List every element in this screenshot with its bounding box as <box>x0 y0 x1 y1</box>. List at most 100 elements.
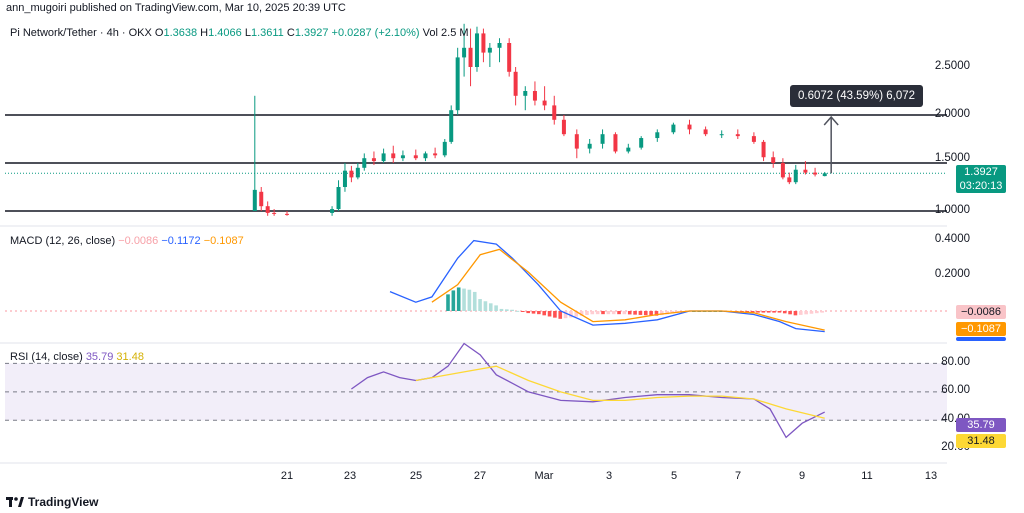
macd-histogram-bar <box>601 311 605 315</box>
macd-tick: 0.4000 <box>934 233 970 245</box>
macd-histogram-bar <box>606 311 611 315</box>
macd-histogram-bar <box>542 311 547 316</box>
macd-histogram-bar <box>579 311 584 316</box>
candle-body <box>751 136 756 142</box>
candle-body <box>780 163 785 178</box>
macd-histogram-bar <box>745 311 750 313</box>
rsi-tick: 60.00 <box>941 384 970 396</box>
measure-tooltip: 0.6072 (43.59%) 6,072 <box>790 85 924 107</box>
macd-histogram-bar <box>537 311 541 315</box>
macd-histogram-bar <box>483 301 488 311</box>
macd-histogram-bar <box>569 311 573 318</box>
price-tick: 2.0000 <box>934 108 970 120</box>
macd-histogram-bar <box>788 311 792 315</box>
publisher-line: ann_mugoiri published on TradingView.com… <box>6 2 346 14</box>
macd-histogram-bar <box>462 288 466 311</box>
candle-body <box>433 153 438 156</box>
date-tick: 23 <box>343 470 357 482</box>
candle-body <box>639 138 644 148</box>
candle-body <box>587 143 592 149</box>
macd-histogram-bar <box>558 311 563 319</box>
macd-histogram-bar <box>553 311 557 318</box>
macd-histogram-bar <box>750 311 755 313</box>
price-tick: 2.5000 <box>934 60 970 72</box>
candle-body <box>532 91 537 101</box>
macd-histogram-bar <box>510 309 514 311</box>
macd-histogram-bar <box>499 308 504 311</box>
candle-body <box>468 47 473 67</box>
macd-histogram-bar <box>563 311 568 319</box>
date-tick: 5 <box>670 470 678 482</box>
date-tick: 13 <box>924 470 938 482</box>
macd-histogram-bar <box>660 311 664 316</box>
rsi-ma-tag: 31.48 <box>956 434 1006 448</box>
macd-histogram-bar <box>809 311 814 314</box>
candle-body <box>272 212 277 214</box>
macd-tick: 0.2000 <box>934 268 970 280</box>
price-tick: 1.0000 <box>934 204 970 216</box>
candle-body <box>813 172 818 175</box>
candle-body <box>442 141 447 156</box>
macd-histogram-bar <box>595 311 600 315</box>
macd-histogram-bar <box>585 311 589 316</box>
close-value: 1.3927 <box>294 27 329 39</box>
tradingview-logo[interactable]: TradingView <box>6 495 98 509</box>
candle-body <box>561 119 566 135</box>
date-tick: 21 <box>280 470 294 482</box>
candle-body <box>400 155 405 159</box>
candle-body <box>487 47 492 53</box>
candle-body <box>342 170 347 187</box>
macd-histogram-bar <box>761 311 766 313</box>
candle-body <box>600 134 605 144</box>
candle-body <box>391 153 396 159</box>
candle-body <box>259 191 264 207</box>
candle-body <box>822 173 827 177</box>
candle-body <box>787 177 792 183</box>
date-tick: 9 <box>798 470 806 482</box>
candle-body <box>626 147 631 152</box>
macd-histogram-bar <box>665 311 669 315</box>
macd-hist-value: −0.0086 <box>118 235 159 247</box>
countdown-tag: 03:20:13 <box>956 179 1006 193</box>
date-tick: 11 <box>861 470 873 482</box>
candle-body <box>613 134 618 152</box>
macd-histogram-bar <box>515 310 520 312</box>
macd-histogram-bar <box>504 309 509 311</box>
low-value: 1.3611 <box>250 27 284 39</box>
rsi-ma-line <box>415 365 825 419</box>
rsi-tick: 80.00 <box>941 356 970 368</box>
macd-histogram-bar <box>793 311 798 316</box>
open-value: 1.3638 <box>163 27 198 39</box>
candle-body <box>474 33 479 67</box>
volume-value: Vol 2.5 M <box>422 27 469 39</box>
macd-histogram-bar <box>782 311 787 314</box>
macd-histogram-bar <box>627 311 632 315</box>
candle-body <box>423 153 428 159</box>
candle-body <box>761 141 766 158</box>
macd-histogram-bar <box>494 305 498 311</box>
macd-legend[interactable]: MACD (12, 26, close) −0.0086 −0.1172 −0.… <box>10 235 244 247</box>
macd-histogram-bar <box>590 311 595 315</box>
candle-body <box>771 157 776 163</box>
macd-line <box>389 239 825 333</box>
macd-histogram-bar <box>622 311 627 315</box>
macd-histogram-bar <box>643 311 648 316</box>
macd-histogram-bar <box>451 290 456 311</box>
candle-body <box>574 134 579 149</box>
last-price-tag: 1.3927 <box>956 165 1006 179</box>
candle-body <box>349 170 354 178</box>
macd-histogram-bar <box>820 311 824 313</box>
candle-body <box>355 167 360 178</box>
macd-histogram-bar <box>472 291 477 311</box>
symbol-label[interactable]: Pi Network/Tether · 4h · OKX <box>10 27 152 39</box>
date-tick: 3 <box>605 470 613 482</box>
change-value: +0.0287 (+2.10%) <box>331 27 420 39</box>
macd-histogram-bar <box>456 287 461 311</box>
candle-body <box>265 206 270 213</box>
high-value: 1.4066 <box>208 27 242 39</box>
rsi-legend[interactable]: RSI (14, close) 35.79 31.48 <box>10 351 144 363</box>
candle-body <box>455 57 460 111</box>
macd-histogram-bar <box>777 311 782 313</box>
macd-histogram-bar <box>531 311 536 314</box>
